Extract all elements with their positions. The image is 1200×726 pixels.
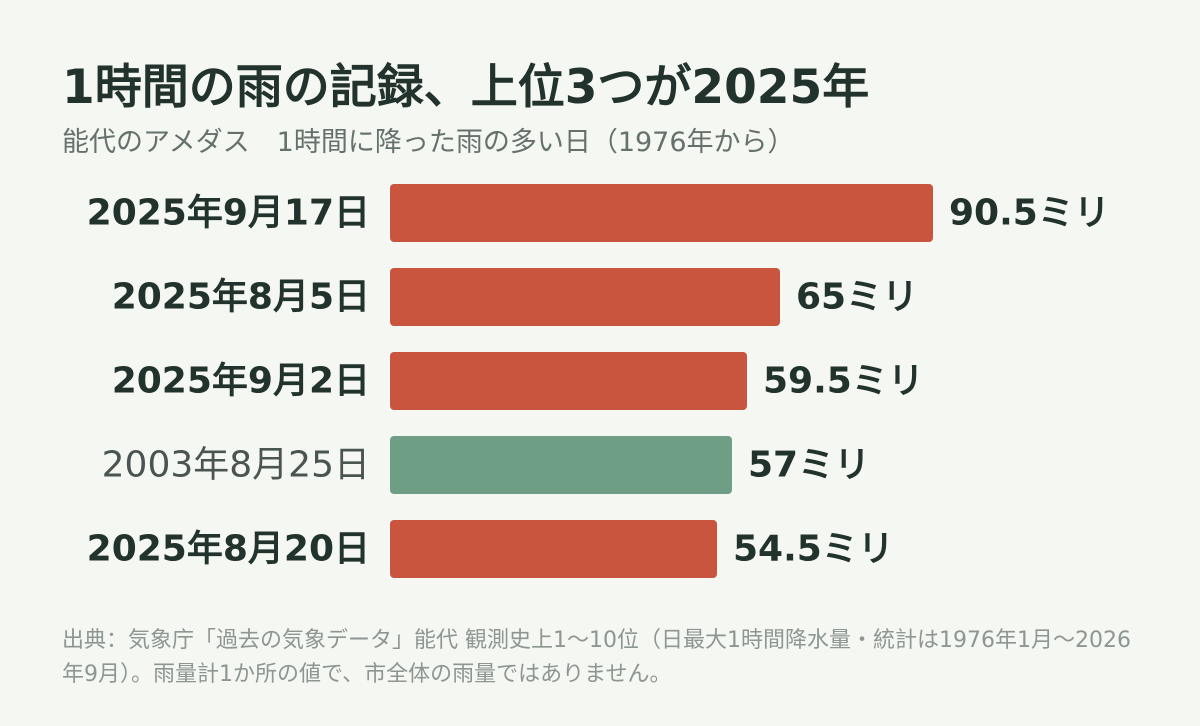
category-label: 2025年9月17日 — [87, 193, 370, 234]
chart-subtitle: 能代のアメダス 1時間に降った雨の多い日（1976年から） — [62, 127, 795, 158]
bar — [390, 268, 780, 326]
chart-title: 1時間の雨の記録、上位3つが2025年 — [62, 60, 870, 115]
value-label: 57ミリ — [748, 445, 870, 486]
value-label: 59.5ミリ — [763, 361, 924, 402]
category-label: 2025年8月5日 — [112, 277, 370, 318]
value-label: 54.5ミリ — [733, 529, 894, 570]
value-label: 90.5ミリ — [949, 193, 1110, 234]
value-label: 65ミリ — [796, 277, 918, 318]
category-label: 2025年8月20日 — [87, 529, 370, 570]
category-label: 2003年8月25日 — [102, 445, 370, 486]
bar — [390, 520, 717, 578]
bar — [390, 352, 747, 410]
bar — [390, 436, 732, 494]
source-note: 出典：気象庁「過去の気象データ」能代 観測史上1〜10位（日最大1時間降水量・統… — [62, 628, 1131, 687]
category-label: 2025年9月2日 — [112, 361, 370, 402]
bar — [390, 184, 933, 242]
